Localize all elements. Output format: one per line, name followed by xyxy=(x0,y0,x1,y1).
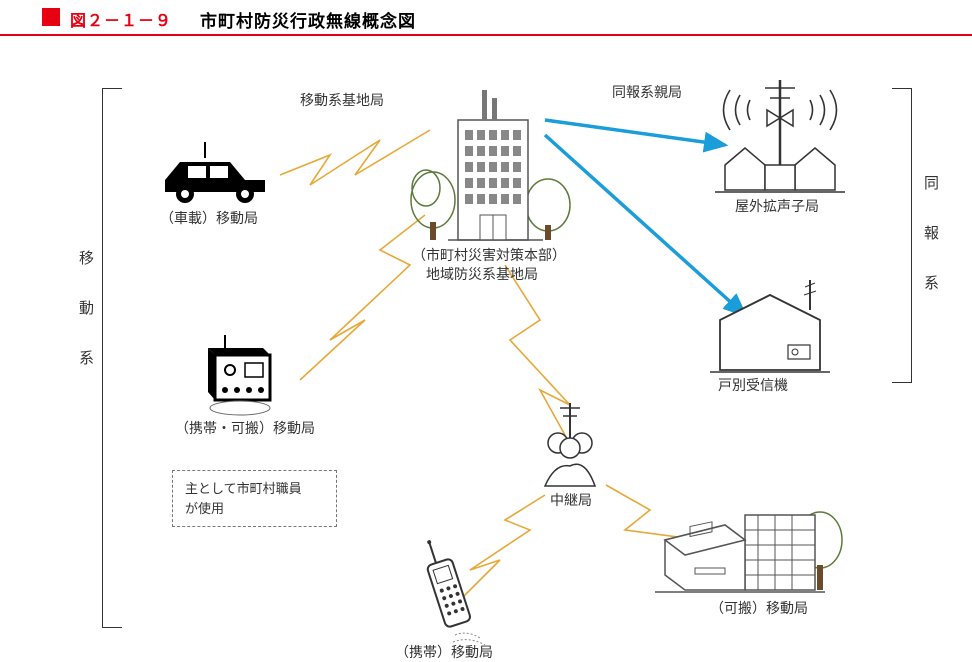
speaker-label-top: 同報系親局 xyxy=(612,82,682,102)
movable-label: （可搬）移動局 xyxy=(710,598,808,618)
bracket-broadcast-label: 同 報 系 xyxy=(920,175,941,300)
relay-tower-icon xyxy=(530,398,610,503)
speaker-label: 屋外拡声子局 xyxy=(735,196,819,216)
hq-label-1: （市町村災害対策本部） xyxy=(412,245,566,265)
figure-title-bar: 図２－１－９ 市町村防災行政無線概念図 xyxy=(0,8,972,36)
bracket-mobile-label: 移 動 系 xyxy=(75,250,96,375)
relay-label: 中継局 xyxy=(550,490,592,510)
usage-note-box: 主として市町村職員 が使用 xyxy=(172,470,337,527)
hq-building-icon xyxy=(408,80,578,255)
car-label: （車載）移動局 xyxy=(160,208,258,228)
receiver-icon xyxy=(700,275,850,390)
hq-label-top: 移動系基地局 xyxy=(300,90,384,110)
movable-building-icon xyxy=(650,470,850,615)
title-red-square xyxy=(42,8,60,26)
bracket-mobile-system xyxy=(102,88,122,628)
note-line1: 主として市町村職員 xyxy=(185,481,302,496)
note-line2: が使用 xyxy=(185,501,224,516)
speaker-station-icon xyxy=(695,70,885,215)
receiver-label: 戸別受信機 xyxy=(718,375,788,395)
bracket-broadcast-system xyxy=(892,88,912,383)
diagram-canvas: 移 動 系 同 報 系 xyxy=(0,40,972,660)
figure-code: 図２－１－９ xyxy=(70,7,172,31)
phone-label: （携帯）移動局 xyxy=(395,642,493,662)
portable-label: （携帯・可搬）移動局 xyxy=(175,418,315,438)
hq-label-2: 地域防災系基地局 xyxy=(426,264,538,284)
figure-title: 市町村防災行政無線概念図 xyxy=(200,7,416,32)
phone-icon xyxy=(405,530,495,655)
car-icon xyxy=(150,140,280,215)
portable-radio-icon xyxy=(195,330,295,425)
